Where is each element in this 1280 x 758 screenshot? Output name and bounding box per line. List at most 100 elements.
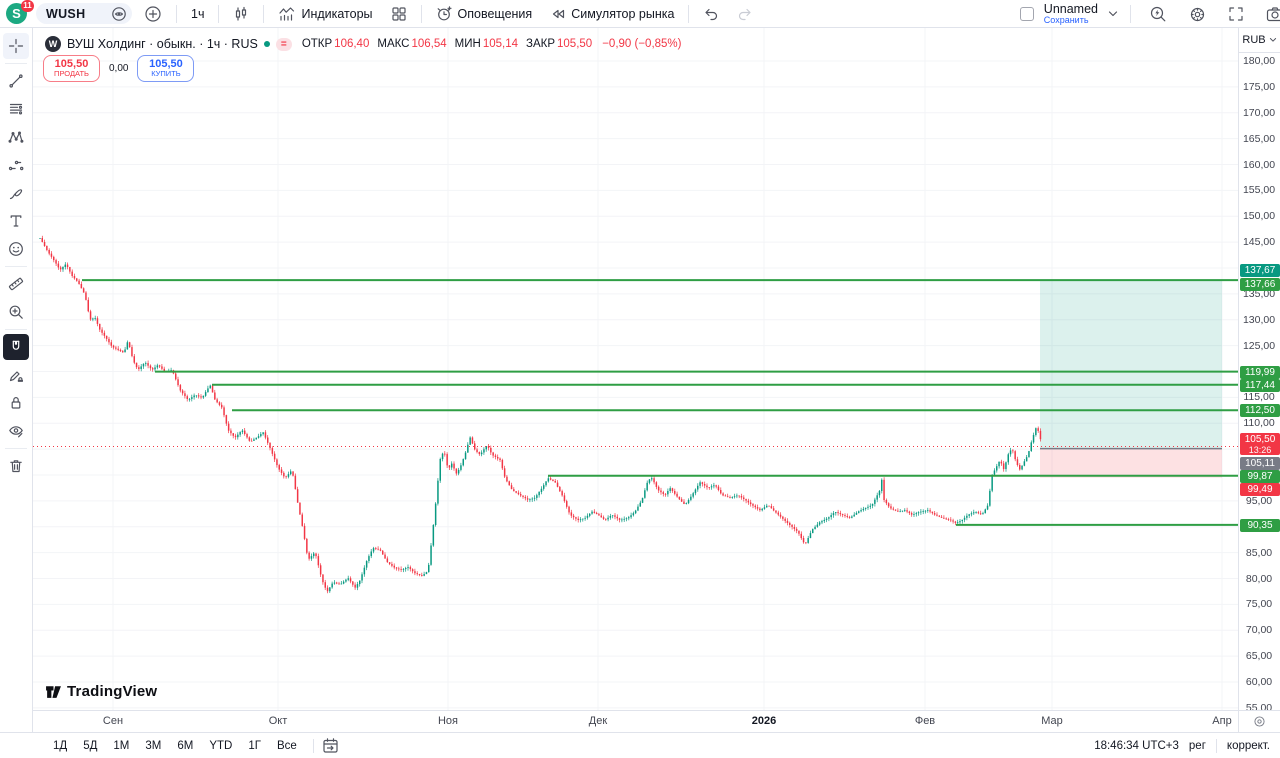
add-symbol-button[interactable] [138, 2, 168, 26]
user-avatar[interactable]: S 11 [4, 0, 34, 26]
quick-search-button[interactable] [1143, 2, 1173, 26]
alarm-plus-icon [437, 6, 452, 21]
lock-all-icon [11, 397, 21, 409]
remove-tool[interactable] [3, 453, 29, 479]
redo-button[interactable] [731, 2, 759, 26]
price-tick: 70,00 [1245, 624, 1273, 637]
go-to-date-icon[interactable] [322, 737, 339, 754]
sell-button[interactable]: 105,50 ПРОДАТЬ [43, 55, 100, 82]
range-YTD[interactable]: YTD [209, 739, 233, 752]
price-tick: 85,00 [1245, 546, 1273, 559]
layout-grid-button[interactable] [385, 2, 413, 26]
chart-canvas[interactable] [33, 28, 1238, 710]
magnet-icon [12, 340, 20, 350]
ohlc-item: ОТКР 106,40 [301, 38, 370, 50]
price-label-112_50[interactable]: 112,50 [1240, 403, 1280, 417]
ohlc-values: ОТКР 106,40 МАКС 106,54 МИН 105,14 ЗАКР 105,50−… [302, 38, 682, 50]
range-3М[interactable]: 3М [145, 739, 162, 752]
sell-label: ПРОДАТЬ [54, 69, 89, 79]
bottom-toolbar: 1Д 5Д 1М 3М 6М YTD 1Г Все 18:46:34 UTC+3 рег ко… [0, 732, 1280, 758]
zoom-in-icon [9, 305, 23, 319]
currency-selector[interactable]: RUB [1239, 28, 1280, 53]
save-label: Сохранить [1043, 15, 1089, 26]
clock[interactable]: 18:46:34 UTC+3 [1094, 739, 1179, 752]
fullscreen-button[interactable] [1222, 2, 1250, 26]
spread-value: 0,00 [109, 63, 129, 74]
range-1Д[interactable]: 1Д [53, 739, 68, 752]
fib-retracement-tool[interactable] [3, 96, 29, 122]
price-label-137_67[interactable]: 137,67 [1240, 263, 1280, 277]
layout-checkbox[interactable] [1019, 7, 1034, 21]
crosshair-tool[interactable] [3, 33, 29, 59]
range-buttons: 1Д 5Д 1М 3М 6М YTD 1Г Все [45, 738, 305, 754]
price-tick: 175,00 [1242, 80, 1276, 93]
lock-all-tool[interactable] [3, 390, 29, 416]
brush-tool[interactable] [3, 180, 29, 206]
range-Все[interactable]: Все [276, 739, 297, 752]
zoom-in-tool[interactable] [3, 299, 29, 325]
emoji-tool[interactable] [3, 236, 29, 262]
symbol-name: WUSH [46, 6, 86, 21]
price-label-99_49[interactable]: 99,49 [1240, 482, 1280, 496]
camera-icon [1266, 7, 1280, 22]
price-axis[interactable]: RUB 180,00 175,00 170,00 165,00 160,00 155,00… [1238, 28, 1280, 732]
chart-pane[interactable]: W ВУШ Холдинг · обыкн. · 1ч · RUS = ОТКР… [33, 28, 1238, 710]
alerts-button[interactable]: Оповещения [430, 2, 539, 26]
session-toggle[interactable]: рег [1188, 739, 1206, 752]
layout-save[interactable]: Unnamed Сохранить [1044, 3, 1098, 26]
market-simulator-button[interactable]: Симулятор рынка [544, 2, 680, 26]
price-label-105_50[interactable]: 105,50 13:26 [1240, 433, 1280, 455]
market-open-dot-icon[interactable] [263, 41, 270, 47]
price-tick: 165,00 [1242, 132, 1276, 145]
indicators-button[interactable]: Индикаторы [272, 2, 378, 26]
ohlc-item: МАКС 106,54 [377, 38, 447, 50]
price-tick: 75,00 [1245, 598, 1273, 611]
forecast-tool[interactable] [3, 152, 29, 178]
symbol-search[interactable]: WUSH [36, 3, 132, 24]
ohlc-item: МИН 105,14 [454, 38, 519, 50]
price-label-119_99[interactable]: 119,99 [1240, 365, 1280, 379]
snapshot-button[interactable] [1260, 2, 1280, 26]
range-5Д[interactable]: 5Д [83, 739, 98, 752]
range-1М[interactable]: 1М [113, 739, 130, 752]
indicators-icon [279, 6, 295, 21]
tradingview-logo[interactable]: TradingView [45, 683, 157, 700]
settings-gear-icon [1190, 7, 1205, 21]
time-axis-settings-gear-icon[interactable] [1253, 715, 1266, 728]
price-label-105_11[interactable]: 105,11 [1240, 456, 1280, 470]
range-1Г[interactable]: 1Г [248, 739, 261, 752]
range-6М[interactable]: 6М [177, 739, 194, 752]
equals-badge-icon[interactable]: = [275, 37, 292, 51]
pattern-xabcd-tool[interactable] [3, 124, 29, 150]
price-tick: 170,00 [1242, 106, 1276, 119]
time-tick-2026: 2026 [751, 715, 777, 727]
buy-price: 105,50 [149, 57, 183, 70]
hide-drawings-tool[interactable] [3, 418, 29, 444]
price-label-137_66[interactable]: 137,66 [1240, 277, 1280, 291]
drawing-lock-tool[interactable] [3, 362, 29, 388]
chevron-down-icon[interactable] [1108, 10, 1118, 18]
time-tick-Апр: Апр [1212, 715, 1232, 727]
alerts-label: Оповещения [457, 6, 533, 21]
currency-label: RUB [1242, 34, 1266, 46]
price-tick: 110,00 [1243, 417, 1275, 430]
indicators-label: Индикаторы [301, 6, 373, 21]
buy-button[interactable]: 105,50 КУПИТЬ [137, 55, 195, 82]
price-label-90_35[interactable]: 90,35 [1240, 518, 1280, 532]
chart-style-button[interactable] [227, 2, 255, 26]
settings-button[interactable] [1183, 2, 1212, 26]
time-axis[interactable]: Сен Окт Ноя Дек 2026 Фев Мар Апр [33, 710, 1238, 732]
symbol-eye-icon[interactable] [111, 6, 127, 22]
adjustment-toggle[interactable]: коррект. [1226, 739, 1270, 752]
timeframe-button[interactable]: 1ч [185, 2, 210, 26]
text-tool[interactable] [3, 208, 29, 234]
price-label-117_44[interactable]: 117,44 [1240, 378, 1280, 392]
price-label-99_87[interactable]: 99,87 [1240, 469, 1280, 483]
magnet-tool[interactable] [3, 334, 29, 360]
drawing-lock-icon [9, 371, 23, 382]
ruler-tool[interactable] [3, 271, 29, 297]
price-tick: 115,00 [1243, 391, 1275, 404]
legend-title[interactable]: ВУШ Холдинг · обыкн. · 1ч · RUS [67, 37, 258, 51]
undo-button[interactable] [697, 2, 725, 26]
trend-line-tool[interactable] [3, 68, 29, 94]
